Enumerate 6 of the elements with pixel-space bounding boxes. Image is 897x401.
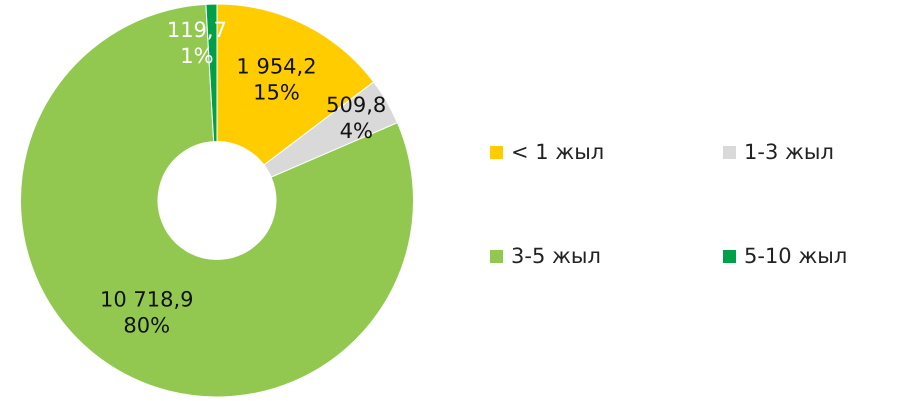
data-label: 1 954,2 15% (236, 54, 317, 104)
legend-label: 1-3 жыл (744, 140, 834, 164)
data-label: 10 718,9 80% (100, 288, 194, 338)
legend-label: < 1 жыл (511, 140, 604, 164)
legend-label: 5-10 жыл (744, 244, 848, 268)
legend-label: 3-5 жыл (511, 244, 601, 268)
